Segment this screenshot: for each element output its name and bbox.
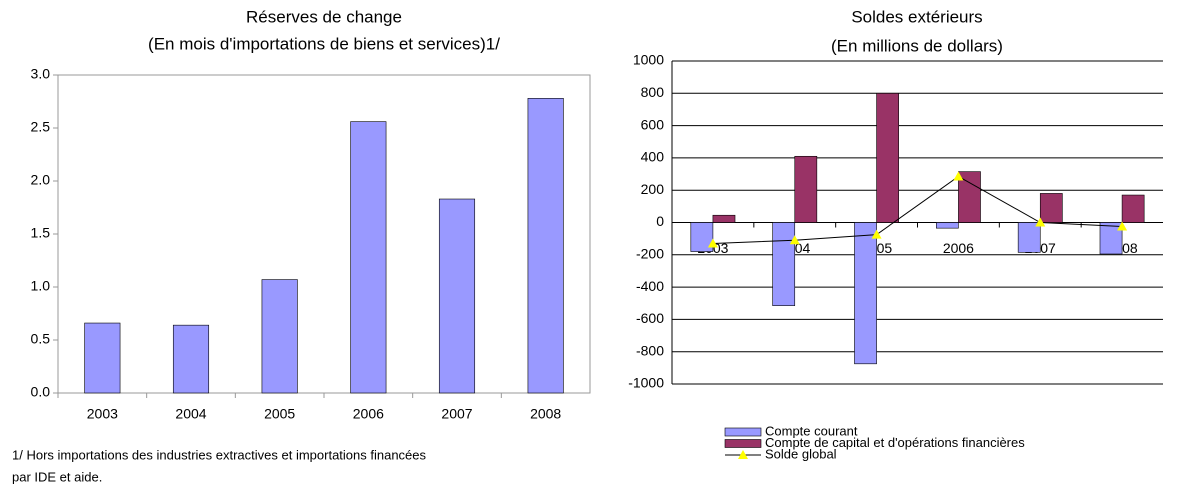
bar — [876, 93, 899, 223]
bar — [1039, 193, 1063, 223]
x-tick-label: 2004 — [175, 406, 206, 422]
line — [712, 175, 1123, 244]
y-tick-label: 3.0 — [31, 66, 51, 82]
x-tick-label: 2005 — [264, 406, 295, 422]
y-tick-label: 200 — [641, 181, 665, 197]
bar — [438, 198, 476, 394]
bar — [1099, 222, 1123, 255]
chart-title: Réserves de change — [246, 7, 402, 26]
line-marker — [871, 229, 882, 239]
y-tick-label: 0.0 — [31, 384, 51, 400]
y-tick-label: 600 — [641, 116, 665, 132]
y-tick-label: 1.5 — [31, 225, 51, 241]
bar — [712, 214, 736, 223]
legend-swatch — [724, 427, 762, 437]
y-tick-label: -600 — [636, 310, 664, 326]
bar — [84, 322, 121, 394]
footnote: 1/ Hors importations des industries extr… — [12, 447, 427, 462]
bar — [172, 324, 210, 394]
bar — [527, 98, 564, 394]
x-tick-label: 2006 — [353, 406, 384, 422]
bar — [794, 155, 818, 223]
bar — [1017, 222, 1041, 253]
legend-marker — [738, 450, 748, 459]
y-tick-label: 2.0 — [31, 172, 51, 188]
x-tick-label: 2007 — [441, 406, 472, 422]
y-tick-label: 1000 — [633, 52, 664, 68]
bar — [1121, 194, 1145, 223]
x-tick-label: 2003 — [87, 406, 118, 422]
line-marker — [707, 238, 718, 248]
y-tick-label: 0 — [656, 213, 664, 229]
bar — [690, 222, 714, 252]
chart-title: Soldes extérieurs — [851, 7, 982, 26]
bar — [772, 222, 796, 306]
y-tick-label: 1.0 — [31, 278, 51, 294]
legend-label: Compte courant — [765, 423, 858, 438]
chart-subtitle: (En mois d'importations de biens et serv… — [148, 34, 500, 53]
y-tick-label: -800 — [636, 342, 664, 358]
legend-label: Compte de capital et d'opérations financ… — [765, 435, 1025, 450]
y-tick-label: -400 — [636, 278, 664, 294]
x-tick-label: 2006 — [943, 240, 974, 256]
line-marker — [1035, 217, 1046, 227]
y-tick-label: 0.5 — [31, 331, 51, 347]
legend-swatch — [724, 439, 762, 448]
footnote: par IDE et aide. — [12, 469, 102, 484]
plot-frame — [57, 74, 591, 394]
y-tick-label: 400 — [641, 149, 665, 165]
line-marker — [789, 235, 800, 245]
bar — [854, 222, 877, 365]
y-tick-label: 800 — [641, 84, 665, 100]
chart-subtitle: (En millions de dollars) — [831, 36, 1003, 55]
x-tick-label: 2008 — [530, 406, 561, 422]
bar — [261, 279, 298, 394]
y-tick-label: -1000 — [628, 375, 664, 391]
y-tick-label: -200 — [636, 246, 664, 262]
legend-label: Solde global — [765, 446, 837, 461]
y-tick-label: 2.5 — [31, 119, 51, 135]
line-marker — [953, 171, 964, 181]
bar — [936, 222, 959, 229]
bar — [350, 121, 387, 394]
line-marker — [1117, 221, 1128, 231]
bar — [958, 171, 981, 223]
